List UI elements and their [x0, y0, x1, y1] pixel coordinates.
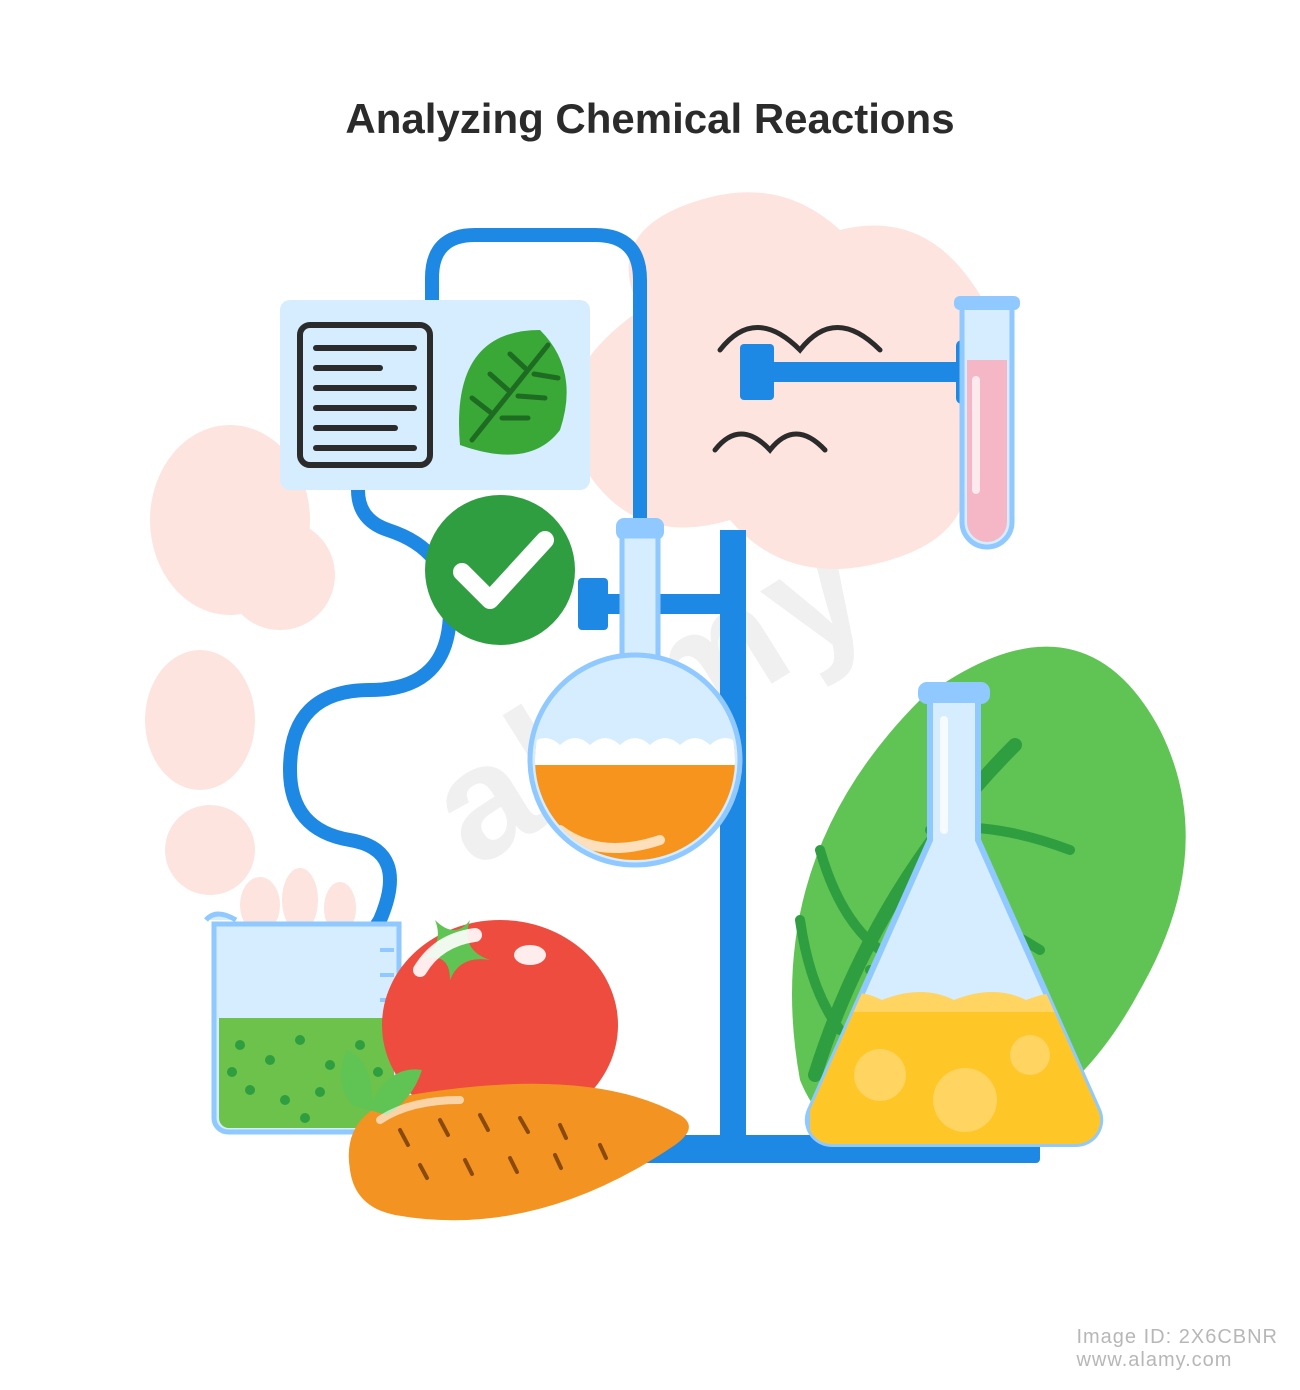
watermark-site: www.alamy.com: [1076, 1349, 1278, 1372]
pink-cloud-left-a2: [225, 520, 335, 630]
watermark-id: Image ID: 2X6CBNR: [1076, 1326, 1278, 1349]
check-badge-icon: [425, 495, 575, 645]
pink-cloud-left-c: [165, 805, 255, 895]
pink-cloud-left-b: [145, 650, 255, 790]
watermark-id-prefix: Image ID:: [1076, 1326, 1178, 1348]
watermark-corner: Image ID: 2X6CBNR www.alamy.com: [1076, 1326, 1278, 1372]
analysis-card: [280, 300, 590, 490]
infographic-canvas: [0, 0, 1300, 1390]
test-tube-icon: [954, 296, 1020, 547]
watermark-id-value: 2X6CBNR: [1179, 1326, 1278, 1348]
